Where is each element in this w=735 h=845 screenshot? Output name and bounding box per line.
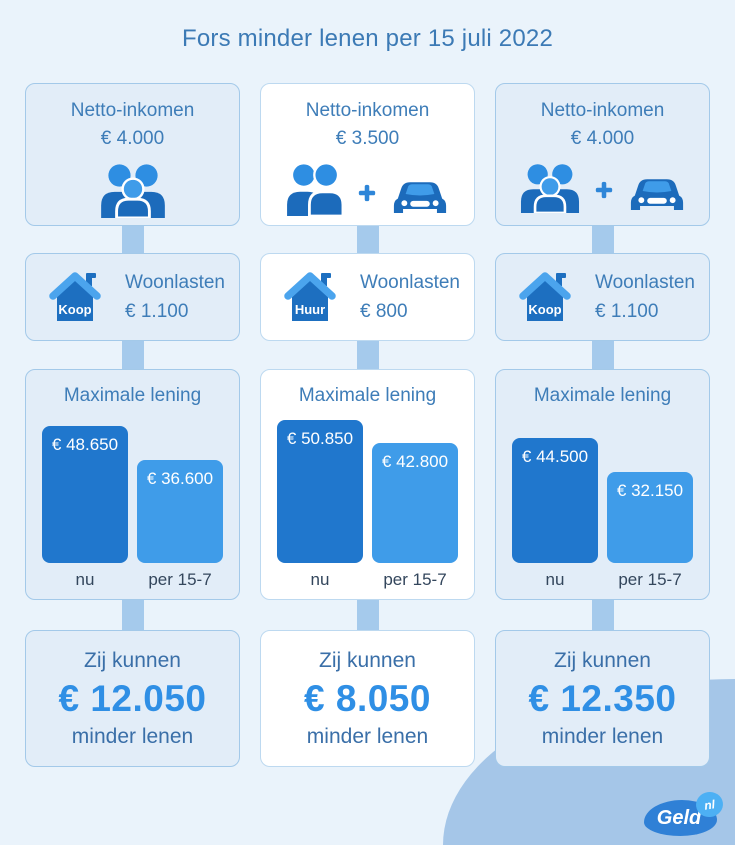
scenario-column-3: Netto-inkomen € 4.000 Koop Woonlasten € … <box>495 83 710 767</box>
house-tag: Koop <box>58 302 91 317</box>
flow-connector <box>356 341 379 369</box>
income-label: Netto-inkomen <box>305 100 430 121</box>
loan-title: Maximale lening <box>298 385 437 406</box>
housing-label: Woonlasten <box>125 272 225 293</box>
income-amount: € 4.000 <box>100 128 165 149</box>
house-icon: Koop <box>49 272 101 321</box>
result-prefix: Zij kunnen <box>554 648 651 672</box>
result-amount: € 8.050 <box>304 677 431 719</box>
result-prefix: Zij kunnen <box>84 648 181 672</box>
result-amount: € 12.050 <box>58 677 207 719</box>
housing-amount: € 800 <box>360 301 408 322</box>
bar-label-after: per 15-7 <box>383 570 447 589</box>
scenario-column-2: Netto-inkomen € 3.500 Huur Woonlasten € … <box>260 83 475 767</box>
housing-card: Koop Woonlasten € 1.100 <box>495 253 710 341</box>
result-suffix: minder lenen <box>306 724 429 748</box>
loan-bar-chart: € 44.500 nu € 32.150 per 15-7 <box>512 438 693 597</box>
bar-now: € 44.500 <box>512 438 598 563</box>
bar-after: € 36.600 <box>137 460 223 563</box>
bar-label-now: nu <box>75 570 95 589</box>
loan-bar-chart: € 50.850 nu € 42.800 per 15-7 <box>277 420 458 597</box>
bar-group-now: € 44.500 nu <box>512 438 598 597</box>
house-icon: Koop <box>519 272 571 321</box>
bar-group-now: € 50.850 nu <box>277 420 363 597</box>
housing-text: Woonlasten € 800 <box>360 268 460 326</box>
income-amount: € 3.500 <box>335 128 400 149</box>
car-icon <box>393 182 446 213</box>
bar-now: € 50.850 <box>277 420 363 563</box>
income-icon-row <box>519 162 687 213</box>
family-icon <box>519 162 580 213</box>
house-tag: Koop <box>528 302 561 317</box>
flow-connector <box>121 341 144 369</box>
family-icon <box>99 162 166 218</box>
house-tag: Huur <box>295 302 325 317</box>
car-icon <box>630 179 683 210</box>
scenario-columns: Netto-inkomen € 4.000 Koop Woonlasten € … <box>25 83 710 767</box>
bar-after: € 32.150 <box>607 472 693 563</box>
housing-text: Woonlasten € 1.100 <box>125 268 225 326</box>
bar-now: € 48.650 <box>42 426 128 563</box>
income-icon-row <box>285 162 450 216</box>
loan-card: Maximale lening € 48.650 nu € 36.600 per… <box>25 369 240 600</box>
geldnl-logo: Geld nl <box>644 790 725 836</box>
plus-icon <box>594 180 614 200</box>
bar-group-after: € 32.150 per 15-7 <box>607 472 693 597</box>
loan-bar-chart: € 48.650 nu € 36.600 per 15-7 <box>42 426 223 597</box>
bar-group-now: € 48.650 nu <box>42 426 128 597</box>
result-card: Zij kunnen € 8.050 minder lenen <box>260 630 475 767</box>
result-amount: € 12.350 <box>528 677 677 719</box>
housing-card: Huur Woonlasten € 800 <box>260 253 475 341</box>
housing-label: Woonlasten <box>595 272 695 293</box>
income-label: Netto-inkomen <box>70 100 195 121</box>
bar-after: € 42.800 <box>372 443 458 563</box>
income-label: Netto-inkomen <box>540 100 665 121</box>
result-prefix: Zij kunnen <box>319 648 416 672</box>
housing-amount: € 1.100 <box>125 301 189 322</box>
result-card: Zij kunnen € 12.350 minder lenen <box>495 630 710 767</box>
income-amount: € 4.000 <box>570 128 635 149</box>
flow-connector <box>591 226 614 253</box>
loan-title: Maximale lening <box>533 385 672 406</box>
bar-group-after: € 36.600 per 15-7 <box>137 460 223 597</box>
bar-label-after: per 15-7 <box>618 570 682 589</box>
bar-group-after: € 42.800 per 15-7 <box>372 443 458 597</box>
result-suffix: minder lenen <box>71 724 194 748</box>
bar-label-now: nu <box>545 570 565 589</box>
house-icon: Huur <box>284 272 336 321</box>
result-suffix: minder lenen <box>541 724 664 748</box>
housing-card: Koop Woonlasten € 1.100 <box>25 253 240 341</box>
plus-icon <box>357 183 377 203</box>
flow-connector <box>121 600 144 630</box>
flow-connector <box>591 341 614 369</box>
flow-connector <box>356 226 379 253</box>
flow-connector <box>356 600 379 630</box>
income-card: Netto-inkomen € 4.000 <box>495 83 710 226</box>
housing-text: Woonlasten € 1.100 <box>595 268 695 326</box>
loan-title: Maximale lening <box>63 385 202 406</box>
page-title: Fors minder lenen per 15 juli 2022 <box>181 25 553 52</box>
housing-label: Woonlasten <box>360 272 460 293</box>
income-icon-row <box>99 162 167 218</box>
housing-amount: € 1.100 <box>595 301 659 322</box>
income-card: Netto-inkomen € 4.000 <box>25 83 240 226</box>
flow-connector <box>121 226 144 253</box>
bar-label-now: nu <box>310 570 330 589</box>
loan-card: Maximale lening € 50.850 nu € 42.800 per… <box>260 369 475 600</box>
loan-card: Maximale lening € 44.500 nu € 32.150 per… <box>495 369 710 600</box>
couple-icon <box>285 162 344 216</box>
flow-connector <box>591 600 614 630</box>
result-card: Zij kunnen € 12.050 minder lenen <box>25 630 240 767</box>
scenario-column-1: Netto-inkomen € 4.000 Koop Woonlasten € … <box>25 83 240 767</box>
income-card: Netto-inkomen € 3.500 <box>260 83 475 226</box>
bar-label-after: per 15-7 <box>148 570 212 589</box>
